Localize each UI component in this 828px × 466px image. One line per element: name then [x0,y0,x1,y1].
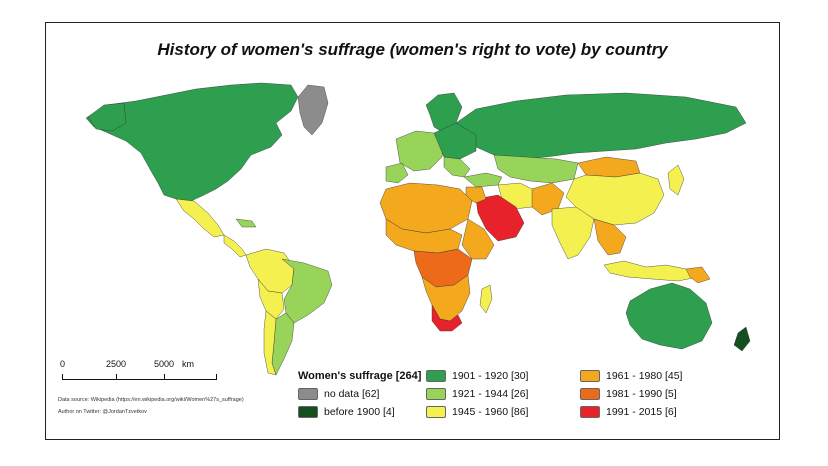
scale-tick [164,374,165,380]
region-india [551,206,595,260]
region-madagascar [479,284,493,314]
scale-tick [62,374,63,380]
legend-item: 1921 - 1944 [26] [426,387,528,401]
map-title: History of women's suffrage (women's rig… [157,40,668,59]
scale-tick-label-5000: 5000 [154,359,175,369]
region-alaska [87,102,127,132]
legend-swatch [298,406,318,418]
legend-title: Women's suffrage [264] [298,370,422,382]
region-horn-of-africa [461,218,495,260]
region-turkey [463,172,503,188]
region-south-america-north [245,248,295,294]
region-arabia [475,194,525,242]
legend-item: before 1900 [4] [298,405,395,419]
scale-tick-label-2500: 2500 [106,359,127,369]
map-frame: History of women's suffrage (women's rig… [45,22,780,440]
region-russia [455,92,747,160]
region-australia [625,282,713,350]
legend-label: 1981 - 1990 [5] [606,388,677,400]
region-central-america [223,234,247,258]
region-north-america [85,82,299,202]
scale-tick-label-0: 0 [60,359,66,369]
region-southeast-asia [593,218,627,256]
legend-label: 1945 - 1960 [86] [452,406,529,418]
data-source: Data source: Wikipedia (https://en.wikip… [58,397,244,403]
legend-item: 1961 - 1980 [45] [580,369,682,383]
legend-label: 1901 - 1920 [30] [452,370,529,382]
legend-label: 1961 - 1980 [45] [606,370,683,382]
region-indonesia [603,260,699,282]
region-new-zealand [733,326,751,352]
region-brazil [281,258,333,324]
legend-swatch [580,406,600,418]
region-north-africa [379,182,473,234]
author-credit: Author on Twitter: @JordanTzvetkov [58,409,147,415]
legend-swatch [580,388,600,400]
legend-item: 1991 - 2015 [6] [580,405,677,419]
legend-label: 1921 - 1944 [26] [452,388,529,400]
region-south-africa [431,304,463,332]
region-balkans [443,156,471,178]
legend-swatch [426,388,446,400]
region-mexico [175,198,225,238]
legend-label: before 1900 [4] [324,406,395,418]
region-peru-bolivia [257,278,285,320]
region-mongolia [577,156,641,178]
legend-swatch [426,370,446,382]
legend-swatch [580,370,600,382]
scale-unit: km [182,359,194,369]
legend-item: 1981 - 1990 [5] [580,387,677,401]
region-caribbean [235,218,257,228]
scale-tick [116,374,117,380]
legend-item: 1945 - 1960 [86] [426,405,528,419]
region-southern-africa [421,274,471,322]
legend-item: no data [62] [298,387,379,401]
scale-bar: 0 2500 5000 km [58,359,228,389]
legend-label: no data [62] [324,388,380,400]
region-iberia [385,162,409,184]
region-greenland [297,84,329,136]
legend-item: 1901 - 1920 [30] [426,369,528,383]
region-korea-japan [667,164,685,196]
legend-swatch [298,388,318,400]
region-png [685,266,711,284]
scale-line [62,379,216,380]
legend-label: 1991 - 2015 [6] [606,406,677,418]
region-western-europe [395,130,445,172]
region-chile [263,310,277,376]
region-central-asia [493,154,579,184]
world-map [85,82,751,376]
legend-swatch [426,406,446,418]
scale-tick [216,374,217,380]
